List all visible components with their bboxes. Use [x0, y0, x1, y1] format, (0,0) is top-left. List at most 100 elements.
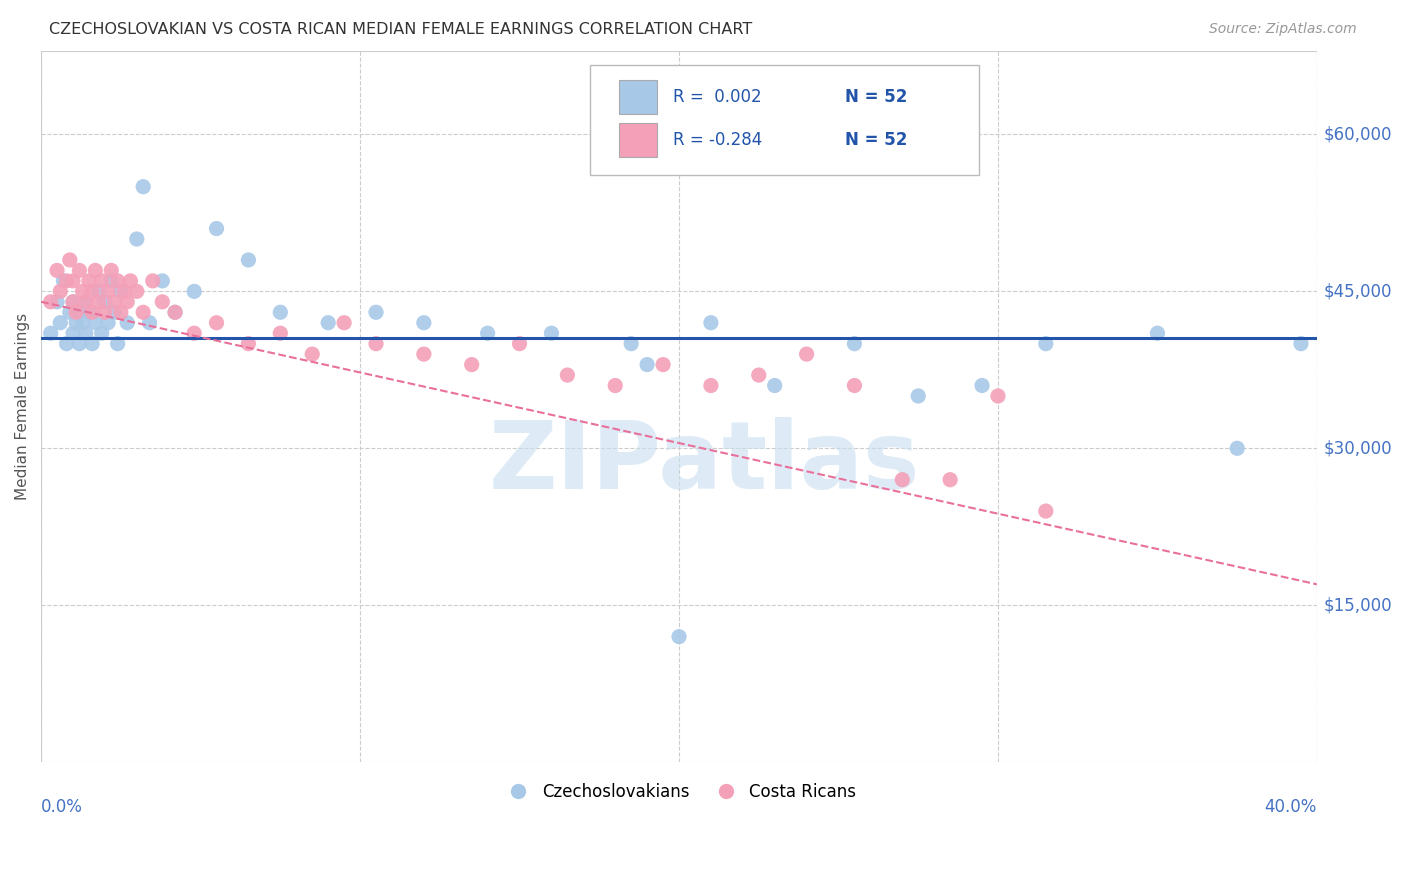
Point [636, 358, 658, 372]
Point [75, 294, 97, 309]
Point [49, 316, 72, 330]
Point [205, 221, 228, 235]
Point [75, 294, 97, 309]
Point [84, 263, 107, 277]
Point [67, 305, 90, 319]
Point [82, 336, 104, 351]
Point [668, 630, 690, 644]
Point [87, 285, 110, 299]
Point [97, 316, 120, 330]
Point [891, 473, 914, 487]
Point [100, 263, 122, 277]
Point [364, 305, 387, 319]
Point [477, 326, 499, 341]
Point [700, 378, 723, 392]
Point [269, 305, 291, 319]
Point [238, 336, 260, 351]
Bar [619, 80, 658, 114]
Point [183, 326, 205, 341]
Point [125, 232, 148, 246]
Point [796, 347, 818, 361]
Text: $30,000: $30,000 [1323, 439, 1392, 458]
Point [412, 347, 434, 361]
Point [77, 305, 100, 319]
Point [115, 294, 138, 309]
Text: 40.0%: 40.0% [1264, 797, 1317, 816]
Point [1035, 336, 1057, 351]
Y-axis label: Median Female Earnings: Median Female Earnings [15, 313, 30, 500]
Text: 0.0%: 0.0% [41, 797, 83, 816]
FancyBboxPatch shape [589, 65, 979, 175]
Point [94, 305, 117, 319]
Point [1035, 504, 1057, 518]
Point [412, 316, 434, 330]
Point [165, 305, 187, 319]
Point [605, 378, 627, 392]
Point [65, 316, 87, 330]
Point [1289, 336, 1312, 351]
Point [46, 263, 69, 277]
Point [72, 285, 94, 299]
Point [301, 347, 323, 361]
Point [67, 263, 90, 277]
Point [138, 316, 160, 330]
Point [59, 305, 82, 319]
Point [97, 285, 120, 299]
Point [844, 336, 866, 351]
Point [103, 305, 125, 319]
Text: R =  0.002: R = 0.002 [672, 88, 761, 106]
Point [62, 274, 84, 288]
Point [907, 389, 929, 403]
Point [72, 316, 94, 330]
Point [364, 336, 387, 351]
Point [110, 305, 132, 319]
Point [120, 274, 142, 288]
Point [90, 326, 112, 341]
Point [557, 368, 579, 382]
Point [844, 378, 866, 392]
Point [84, 316, 107, 330]
Point [620, 336, 643, 351]
Point [94, 294, 117, 309]
Point [460, 358, 482, 372]
Point [107, 274, 129, 288]
Text: $60,000: $60,000 [1323, 126, 1392, 144]
Point [39, 326, 62, 341]
Point [142, 274, 165, 288]
Point [62, 294, 84, 309]
Point [103, 294, 125, 309]
Point [150, 274, 173, 288]
Point [112, 285, 135, 299]
Point [132, 305, 155, 319]
Point [652, 358, 675, 372]
Point [183, 285, 205, 299]
Text: Source: ZipAtlas.com: Source: ZipAtlas.com [1209, 22, 1357, 37]
Point [52, 274, 75, 288]
Bar [619, 122, 658, 157]
Point [150, 294, 173, 309]
Point [1146, 326, 1168, 341]
Point [82, 305, 104, 319]
Point [39, 294, 62, 309]
Point [763, 378, 786, 392]
Point [115, 316, 138, 330]
Point [55, 336, 77, 351]
Text: ZIPatlas: ZIPatlas [489, 417, 920, 509]
Point [107, 336, 129, 351]
Point [110, 285, 132, 299]
Point [509, 336, 531, 351]
Text: R = -0.284: R = -0.284 [672, 130, 762, 149]
Point [132, 179, 155, 194]
Point [238, 252, 260, 267]
Point [970, 378, 993, 392]
Point [1226, 442, 1249, 456]
Point [59, 252, 82, 267]
Point [987, 389, 1010, 403]
Text: $15,000: $15,000 [1323, 596, 1392, 615]
Point [333, 316, 356, 330]
Point [269, 326, 291, 341]
Point [165, 305, 187, 319]
Point [82, 285, 104, 299]
Point [75, 326, 97, 341]
Point [65, 305, 87, 319]
